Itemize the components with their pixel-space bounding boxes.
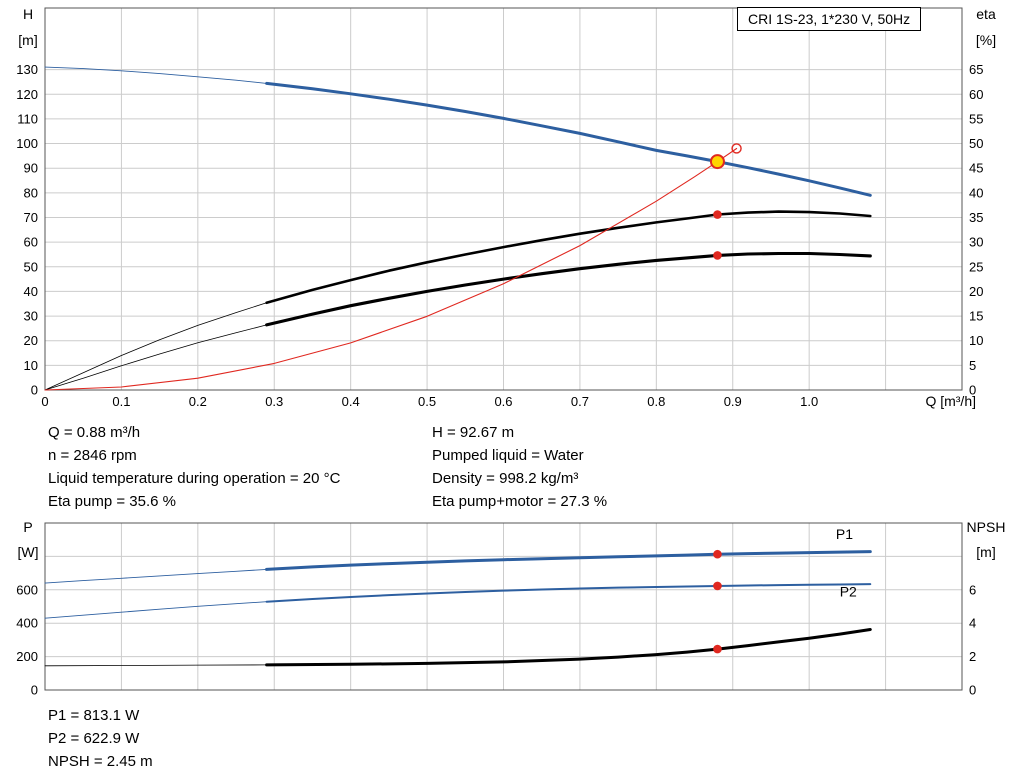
plot-frame bbox=[44, 522, 963, 691]
eta-pump-point bbox=[713, 210, 722, 219]
eta-pump-motor-point bbox=[713, 251, 722, 260]
right-tick-label: 65 bbox=[969, 62, 983, 77]
right-tick-label: 60 bbox=[969, 87, 983, 102]
left-tick-label: 60 bbox=[24, 235, 38, 250]
right-axis-title: [m] bbox=[976, 544, 995, 560]
right-tick-label: 0 bbox=[969, 683, 976, 698]
left-tick-label: 10 bbox=[24, 358, 38, 373]
right-tick-label: 30 bbox=[969, 235, 983, 250]
duty-speed-text: n = 2846 rpm bbox=[48, 447, 137, 464]
power-npsh-chart: P1 P2 0 200 400 600 0 2 4 6 P [W] NPSH [m] bbox=[16, 519, 1006, 698]
duty-density-text: Density = 998.2 kg/m³ bbox=[432, 470, 579, 487]
power-info: P1 = 813.1 W P2 = 622.9 W NPSH = 2.45 m bbox=[48, 704, 153, 773]
left-tick-label: 40 bbox=[24, 284, 38, 299]
x-tick-label: 0.6 bbox=[494, 394, 512, 409]
right-tick-label: 55 bbox=[969, 111, 983, 126]
right-tick-label: 0 bbox=[969, 383, 976, 398]
eta-pump-motor-curve-thin bbox=[44, 324, 268, 391]
right-axis-title: NPSH bbox=[967, 519, 1006, 535]
right-tick-label: 40 bbox=[969, 185, 983, 200]
left-tick-label: 200 bbox=[16, 649, 38, 664]
x-tick-label: 0.2 bbox=[189, 394, 207, 409]
x-tick-label: 0.3 bbox=[265, 394, 283, 409]
right-tick-label: 5 bbox=[969, 358, 976, 373]
duty-temperature-text: Liquid temperature during operation = 20… bbox=[48, 470, 341, 487]
duty-eta-pump-text: Eta pump = 35.6 % bbox=[48, 493, 176, 510]
left-tick-label: 120 bbox=[16, 87, 38, 102]
x-tick-label: 0.4 bbox=[342, 394, 360, 409]
right-tick-label: 15 bbox=[969, 309, 983, 324]
npsh-value-text: NPSH = 2.45 m bbox=[48, 753, 153, 770]
left-tick-label: 70 bbox=[24, 210, 38, 225]
p1-value-text: P1 = 813.1 W bbox=[48, 707, 140, 724]
left-tick-label: 100 bbox=[16, 136, 38, 151]
right-tick-label: 20 bbox=[969, 284, 983, 299]
series-label-p1: P1 bbox=[836, 526, 853, 542]
npsh-curve bbox=[265, 628, 872, 667]
left-tick-label: 600 bbox=[16, 582, 38, 597]
x-tick-label: 0.8 bbox=[647, 394, 665, 409]
x-tick-label: 0.7 bbox=[571, 394, 589, 409]
left-axis-title: [m] bbox=[18, 32, 37, 48]
right-tick-label: 35 bbox=[969, 210, 983, 225]
head-curve-thin bbox=[44, 66, 268, 84]
system-curve-end-point bbox=[731, 143, 742, 154]
npsh-point bbox=[713, 644, 722, 654]
head-curve bbox=[265, 81, 872, 197]
p2-curve-thin bbox=[44, 601, 268, 619]
x-tick-label: 0.1 bbox=[112, 394, 130, 409]
plot-frame bbox=[44, 7, 963, 391]
duty-point bbox=[709, 154, 725, 170]
left-tick-label: 50 bbox=[24, 259, 38, 274]
left-axis-title: P bbox=[23, 519, 32, 535]
left-tick-label: 20 bbox=[24, 333, 38, 348]
left-tick-label: 90 bbox=[24, 161, 38, 176]
left-axis-title: [W] bbox=[18, 544, 39, 560]
x-axis-title: Q [m³/h] bbox=[925, 393, 976, 409]
eta-pump-motor-curve bbox=[265, 251, 872, 327]
right-tick-label: 25 bbox=[969, 259, 983, 274]
x-tick-label: 0.5 bbox=[418, 394, 436, 409]
right-tick-label: 6 bbox=[969, 582, 976, 597]
right-tick-label: 50 bbox=[969, 136, 983, 151]
duty-info-right: H = 92.67 m Pumped liquid = Water Densit… bbox=[432, 421, 607, 513]
x-tick-label: 1.0 bbox=[800, 394, 818, 409]
left-tick-label: 0 bbox=[31, 383, 38, 398]
duty-flow-text: Q = 0.88 m³/h bbox=[48, 424, 141, 441]
eta-pump-curve bbox=[265, 210, 872, 305]
qh-eta-chart: 0 0.1 0.2 0.3 0.4 0.5 0.6 0.7 0.8 0.9 1.0 0 10 20 30 40… bbox=[16, 6, 996, 409]
duty-info-left: Q = 0.88 m³/h n = 2846 rpm Liquid temper… bbox=[48, 421, 340, 513]
p2-curve bbox=[265, 583, 872, 603]
left-tick-label: 0 bbox=[31, 683, 38, 698]
p2-point bbox=[713, 581, 722, 591]
left-tick-label: 80 bbox=[24, 185, 38, 200]
p1-point bbox=[713, 549, 722, 559]
p1-curve bbox=[265, 550, 872, 571]
pump-title-box: CRI 1S-23, 1*230 V, 50Hz bbox=[737, 7, 922, 31]
left-tick-label: 110 bbox=[17, 111, 38, 126]
p1-curve-thin bbox=[44, 568, 268, 584]
left-tick-label: 400 bbox=[16, 616, 38, 631]
right-tick-label: 2 bbox=[969, 649, 976, 664]
x-tick-label: 0.9 bbox=[724, 394, 742, 409]
right-axis-title: [%] bbox=[976, 32, 996, 48]
right-tick-label: 10 bbox=[969, 333, 983, 348]
left-tick-label: 130 bbox=[16, 62, 38, 77]
left-axis-title: H bbox=[23, 6, 33, 22]
x-tick-label: 0 bbox=[41, 394, 48, 409]
system-curve bbox=[44, 147, 738, 391]
right-axis-title: eta bbox=[976, 6, 996, 22]
duty-eta-pump-motor-text: Eta pump+motor = 27.3 % bbox=[432, 493, 608, 510]
duty-liquid-text: Pumped liquid = Water bbox=[432, 447, 584, 464]
eta-pump-curve-thin bbox=[44, 302, 268, 391]
right-tick-label: 4 bbox=[969, 616, 976, 631]
series-label-p2: P2 bbox=[840, 583, 857, 599]
right-tick-label: 45 bbox=[969, 161, 983, 176]
left-tick-label: 30 bbox=[24, 309, 38, 324]
duty-head-text: H = 92.67 m bbox=[432, 424, 515, 441]
p2-value-text: P2 = 622.9 W bbox=[48, 730, 140, 747]
npsh-curve-thin bbox=[44, 664, 268, 667]
